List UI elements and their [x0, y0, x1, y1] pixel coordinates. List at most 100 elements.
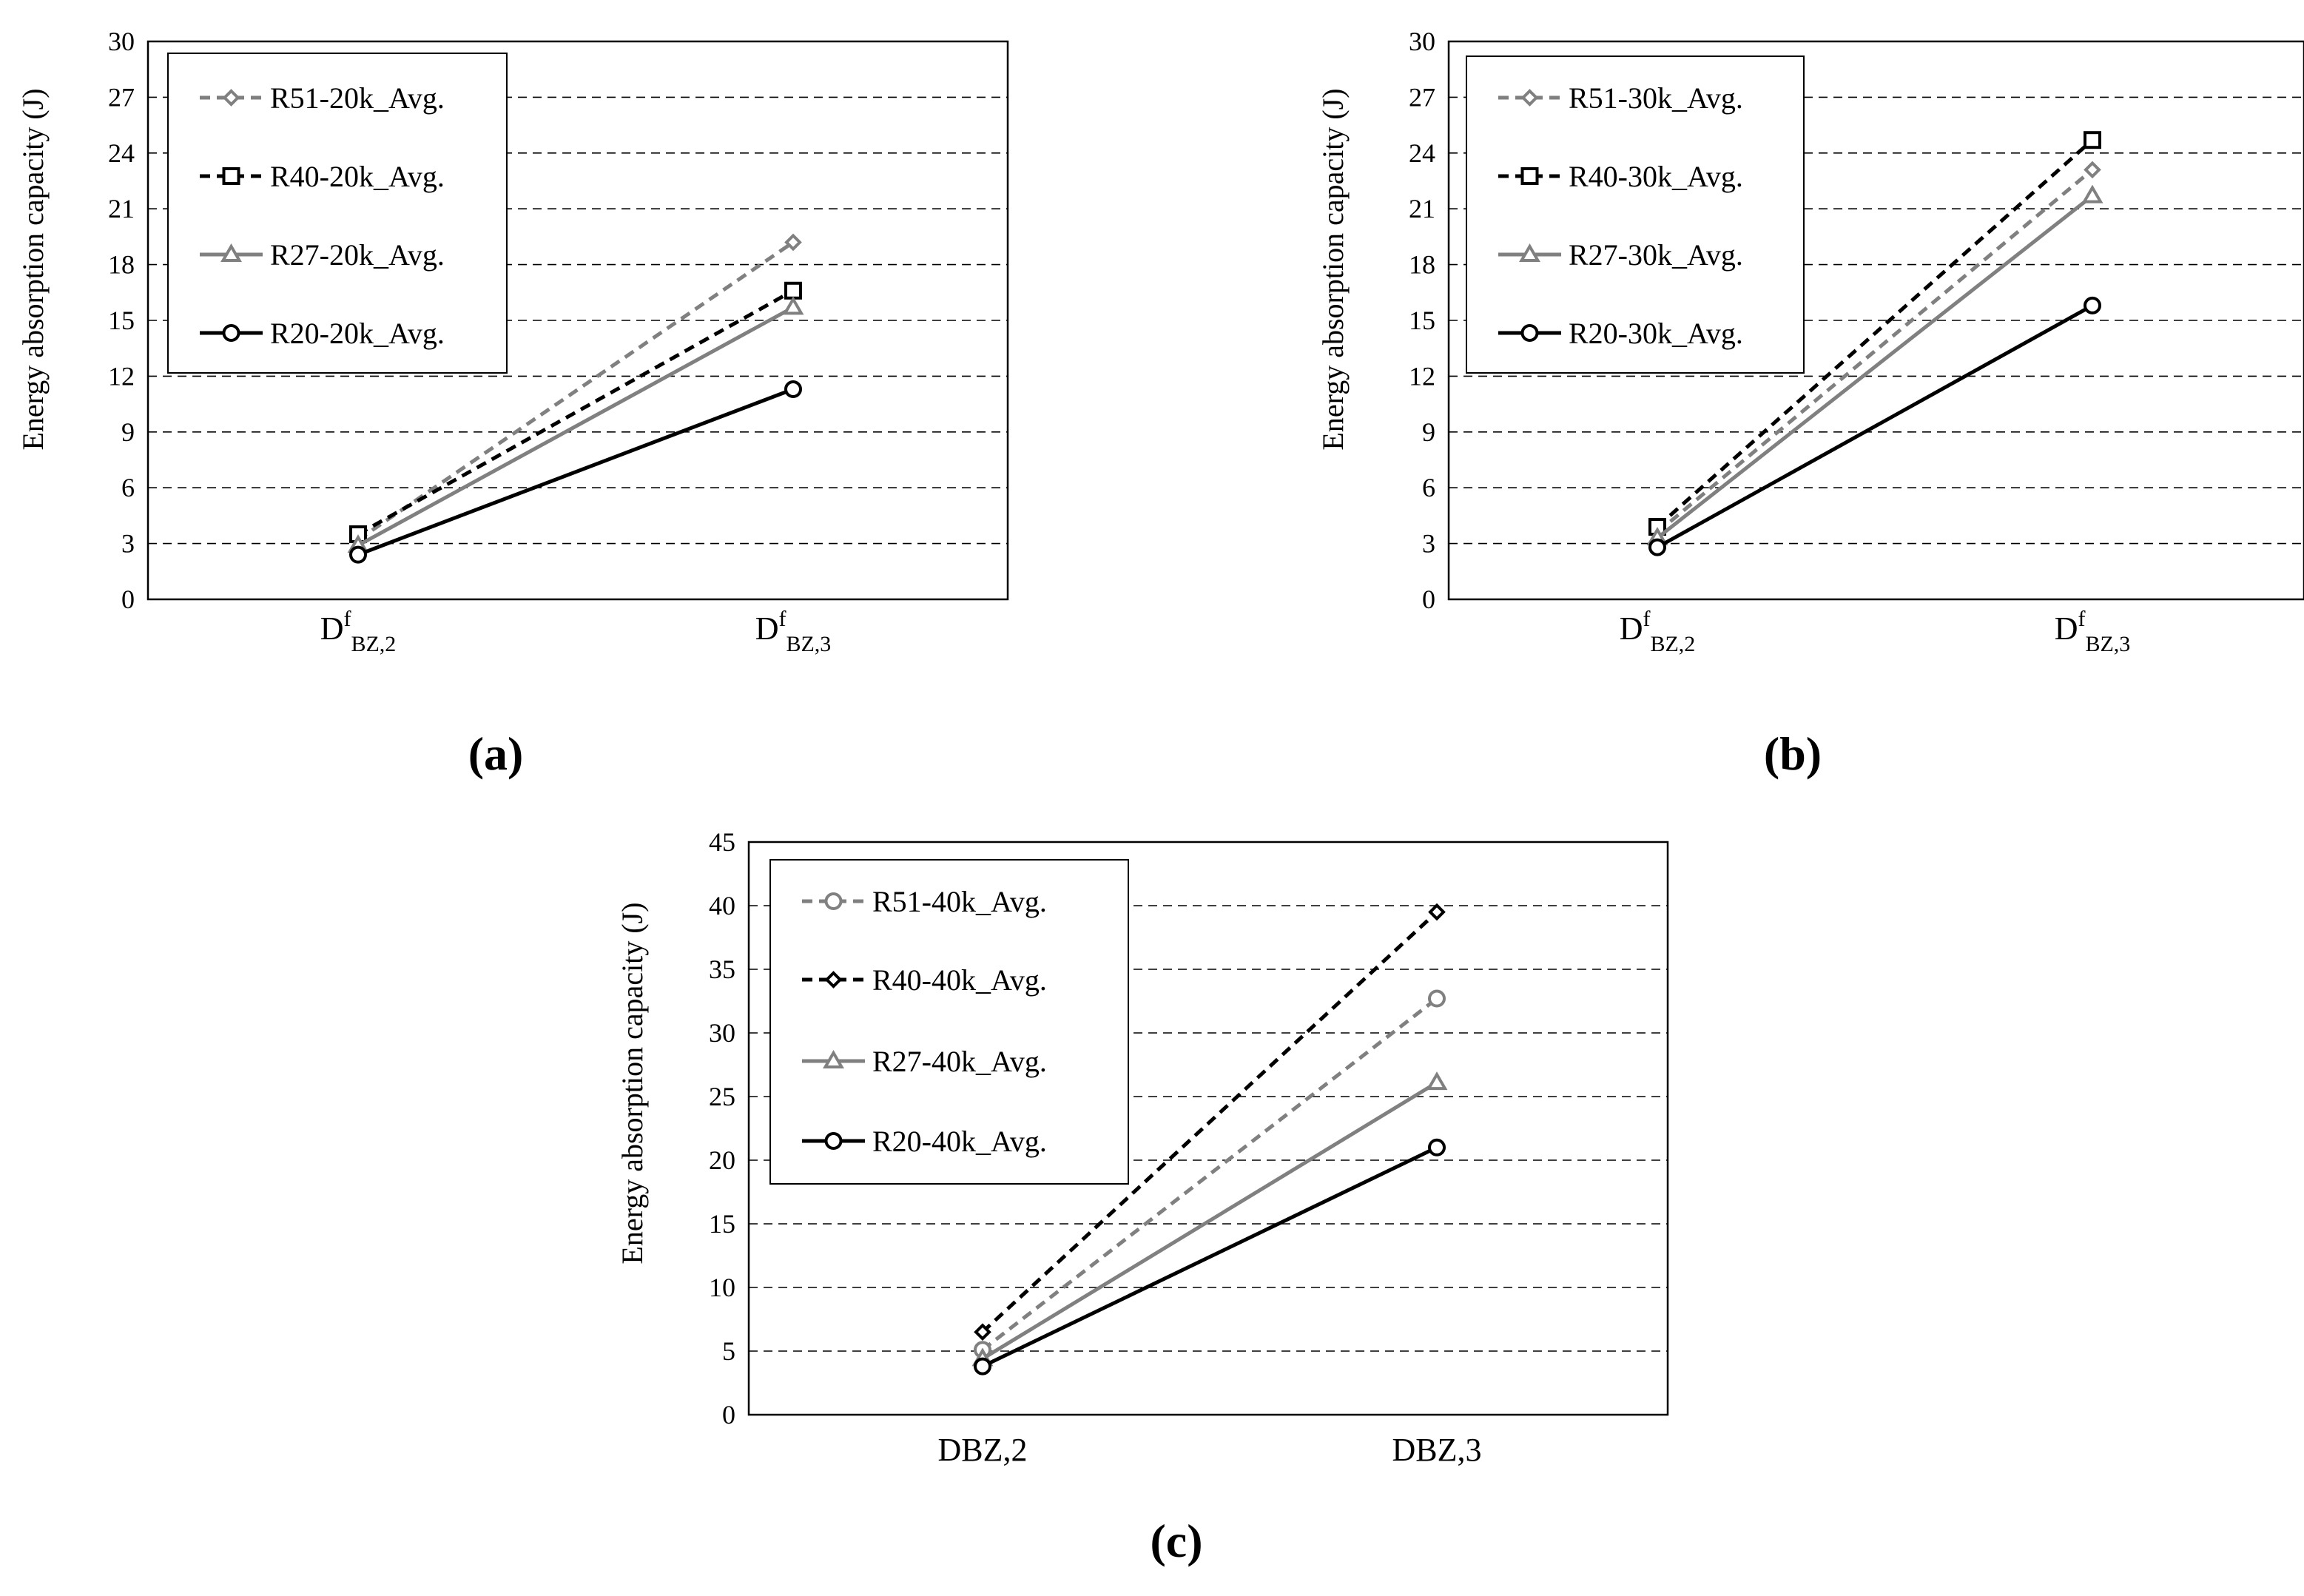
- marker-point: [824, 971, 843, 989]
- series-line: [1656, 194, 2094, 540]
- legend: R51-20k_Avg. R40-20k_Avg. R27-20k_Avg. R20-…: [167, 53, 508, 374]
- marker-point: [1648, 538, 1666, 556]
- y-tick-label: 24: [108, 138, 135, 168]
- panel-label: (a): [468, 727, 524, 780]
- marker-point: [349, 545, 367, 564]
- y-tick-label: 6: [1422, 473, 1435, 502]
- marker-point: [2081, 184, 2103, 203]
- chart-panel-1: 0 3 6 9 12 15 18 21 24 27 30 Energy absorption capa…: [16, 27, 1009, 780]
- y-tick-label: 18: [108, 250, 135, 280]
- series-line: [981, 1145, 1438, 1368]
- marker-point: [1519, 243, 1540, 262]
- y-tick-label: 24: [1409, 138, 1435, 168]
- y-tick-label: 15: [709, 1209, 735, 1239]
- y-tick-label: 6: [121, 473, 135, 502]
- series-line: [357, 387, 794, 557]
- marker-point: [784, 380, 802, 398]
- y-tick-label: 15: [108, 306, 135, 335]
- y-axis-label: Energy absorption capacity (J): [616, 902, 649, 1264]
- category-subscript: BZ,2: [351, 632, 396, 656]
- y-tick-label: 3: [1422, 529, 1435, 559]
- category-superscript: f: [343, 607, 351, 631]
- category-superscript: f: [778, 607, 786, 631]
- marker-point: [824, 1132, 843, 1150]
- marker-point: [1428, 1138, 1446, 1156]
- marker-point: [782, 296, 804, 315]
- y-tick-label: 15: [1409, 306, 1435, 335]
- legend-box: [167, 53, 508, 374]
- legend-box: [1466, 55, 1805, 374]
- series-line: [1656, 138, 2094, 528]
- category-subscript: BZ,3: [786, 632, 831, 656]
- legend-label: R40-40k_Avg.: [872, 963, 1047, 997]
- marker-point: [222, 89, 240, 107]
- marker-point: [1520, 89, 1539, 107]
- marker-point: [974, 1357, 991, 1376]
- y-axis-label: Energy absorption capacity (J): [1316, 88, 1350, 450]
- series-line: [357, 240, 795, 542]
- y-tick-label: 40: [709, 891, 735, 920]
- y-tick-label: 9: [1422, 417, 1435, 447]
- series-1: [974, 989, 1446, 1359]
- marker-point: [222, 324, 240, 342]
- legend-label: R20-30k_Avg.: [1569, 317, 1743, 350]
- series-4: [1648, 296, 2101, 556]
- marker-point: [823, 1050, 844, 1068]
- marker-point: [784, 281, 802, 300]
- category-base: D: [320, 610, 344, 647]
- x-category-label: DfBZ,3: [2055, 607, 2131, 656]
- category-base: DBZ,2: [938, 1432, 1028, 1468]
- category-superscript: f: [2078, 607, 2085, 631]
- category-base: DBZ,3: [1392, 1432, 1482, 1468]
- legend: R51-30k_Avg. R40-30k_Avg. R27-30k_Avg. R20-…: [1466, 55, 1805, 374]
- series-line: [981, 997, 1438, 1352]
- chart-panel-2: 0 3 6 9 12 15 18 21 24 27 30 Energy absorption capa…: [1316, 27, 2304, 780]
- legend-label: R20-20k_Avg.: [270, 317, 445, 350]
- y-tick-label: 21: [1409, 194, 1435, 223]
- x-category-label: DfBZ,3: [755, 607, 832, 656]
- x-category-label: DfBZ,2: [320, 607, 397, 656]
- marker-point: [1428, 989, 1446, 1008]
- y-tick-label: 12: [1409, 361, 1435, 391]
- series-line: [1656, 303, 2094, 549]
- legend-label: R51-20k_Avg.: [270, 81, 445, 115]
- legend-label: R51-40k_Avg.: [872, 885, 1047, 918]
- series-line: [357, 306, 795, 548]
- y-tick-label: 0: [121, 585, 135, 614]
- marker-point: [1426, 1071, 1448, 1091]
- y-tick-label: 25: [709, 1082, 735, 1111]
- y-tick-label: 5: [722, 1336, 735, 1366]
- marker-point: [2084, 161, 2101, 179]
- category-base: D: [2055, 610, 2078, 647]
- legend-label: R20-40k_Avg.: [872, 1125, 1047, 1158]
- panel-label: (c): [1150, 1515, 1202, 1567]
- series-4: [349, 380, 802, 564]
- marker-point: [974, 1323, 991, 1341]
- legend-label: R27-20k_Avg.: [270, 238, 445, 272]
- y-tick-label: 35: [709, 954, 735, 984]
- category-base: D: [1620, 610, 1643, 647]
- category-subscript: BZ,2: [1650, 632, 1695, 656]
- series-line: [981, 910, 1438, 1334]
- x-category-label: DBZ,3: [1392, 1432, 1482, 1468]
- category-superscript: f: [1643, 607, 1650, 631]
- x-category-label: DBZ,2: [938, 1432, 1028, 1468]
- marker-point: [1520, 324, 1539, 342]
- y-tick-label: 10: [709, 1273, 735, 1302]
- y-tick-label: 9: [121, 417, 135, 447]
- y-tick-label: 30: [108, 27, 135, 56]
- y-tick-label: 27: [1409, 82, 1435, 112]
- y-tick-label: 3: [121, 529, 135, 559]
- y-tick-label: 12: [108, 361, 135, 391]
- series-line: [981, 1080, 1438, 1361]
- plot-area-frame: [747, 841, 1669, 1416]
- chart-panel-3: 0 5 10 15 20 25 30 35 40 45 Energy absorption capa…: [616, 827, 1669, 1567]
- category-subscript: BZ,3: [2085, 632, 2130, 656]
- series-4: [974, 1138, 1446, 1376]
- series-line: [1656, 168, 2094, 534]
- legend-box: [769, 859, 1129, 1185]
- y-tick-label: 20: [709, 1145, 735, 1175]
- y-tick-label: 30: [1409, 27, 1435, 56]
- marker-point: [824, 892, 843, 910]
